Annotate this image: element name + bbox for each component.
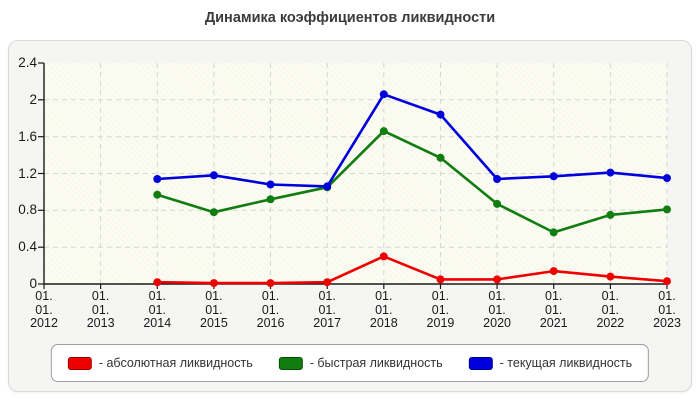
- x-axis-tick-label: 01. 01. 2014: [143, 289, 172, 330]
- data-point: [493, 199, 502, 208]
- y-axis-tick-label: 1.2: [18, 165, 37, 181]
- y-axis-tick-label: 0.8: [18, 202, 37, 218]
- data-point: [493, 175, 502, 183]
- legend: - абсолютная ликвидность - быстрая ликви…: [50, 344, 650, 382]
- data-point: [323, 278, 332, 287]
- data-point: [493, 275, 502, 284]
- data-point: [549, 267, 558, 276]
- data-point: [266, 180, 275, 189]
- data-point: [606, 272, 615, 281]
- y-axis-tick-label: 2.4: [18, 55, 37, 70]
- chart-canvas: [38, 62, 671, 289]
- y-axis-tick-label: 2: [29, 91, 37, 107]
- chart-container: - абсолютная ликвидность - быстрая ликви…: [8, 40, 692, 392]
- data-point: [379, 252, 388, 261]
- legend-item-absolute-liquidity: - абсолютная ликвидность: [67, 356, 253, 370]
- data-point: [266, 195, 275, 204]
- data-point: [606, 168, 615, 177]
- x-axis-tick-label: 01. 01. 2016: [256, 289, 285, 330]
- data-point: [549, 228, 558, 237]
- series-line: [156, 129, 669, 234]
- data-point: [153, 175, 162, 183]
- data-point: [606, 210, 615, 219]
- data-point: [436, 275, 445, 284]
- data-point: [436, 153, 445, 162]
- data-point: [209, 279, 218, 288]
- data-point: [153, 190, 162, 199]
- y-axis-tick-label: 0.4: [18, 239, 37, 255]
- x-axis-tick-label: 01. 01. 2013: [86, 289, 115, 330]
- legend-swatch-red: [67, 356, 92, 370]
- y-axis-tick-label: 0: [29, 276, 37, 291]
- legend-label-absolute: - абсолютная ликвидность: [98, 356, 253, 370]
- data-point: [436, 110, 445, 119]
- legend-label-quick: - быстрая ликвидность: [309, 356, 443, 370]
- data-point: [379, 127, 388, 136]
- data-point: [663, 205, 671, 214]
- x-axis-tick-label: 01. 01. 2020: [483, 289, 511, 330]
- data-point: [266, 279, 275, 288]
- legend-swatch-blue: [468, 356, 493, 370]
- data-point: [323, 182, 332, 191]
- x-axis-tick-label: 01. 01. 2015: [200, 289, 228, 330]
- legend-swatch-green: [278, 356, 303, 370]
- x-axis-tick-label: 01. 01. 2021: [539, 289, 568, 330]
- x-axis-tick-label: 01. 01. 2023: [653, 289, 681, 330]
- legend-item-current-liquidity: - текущая ликвидность: [468, 356, 633, 370]
- data-point: [209, 208, 218, 217]
- x-axis-tick-label: 01. 01. 2022: [596, 289, 625, 330]
- x-axis-tick-label: 01. 01. 2017: [313, 289, 342, 330]
- data-point: [209, 171, 218, 180]
- y-axis-tick-label: 1.6: [18, 128, 37, 144]
- data-point: [549, 172, 558, 181]
- legend-label-current: - текущая ликвидность: [499, 356, 633, 370]
- data-point: [663, 174, 671, 183]
- x-axis-tick-label: 01. 01. 2018: [369, 289, 398, 330]
- chart-title: Динамика коэффициентов ликвидности: [204, 10, 496, 26]
- legend-item-quick-liquidity: - быстрая ликвидность: [278, 356, 443, 370]
- x-axis-tick-label: 01. 01. 2019: [426, 289, 455, 330]
- data-point: [379, 90, 388, 99]
- series-line: [156, 93, 669, 188]
- data-point: [153, 278, 162, 287]
- data-point: [663, 277, 671, 286]
- x-axis-tick-label: 01. 01. 2012: [30, 289, 58, 330]
- series-line: [156, 255, 669, 285]
